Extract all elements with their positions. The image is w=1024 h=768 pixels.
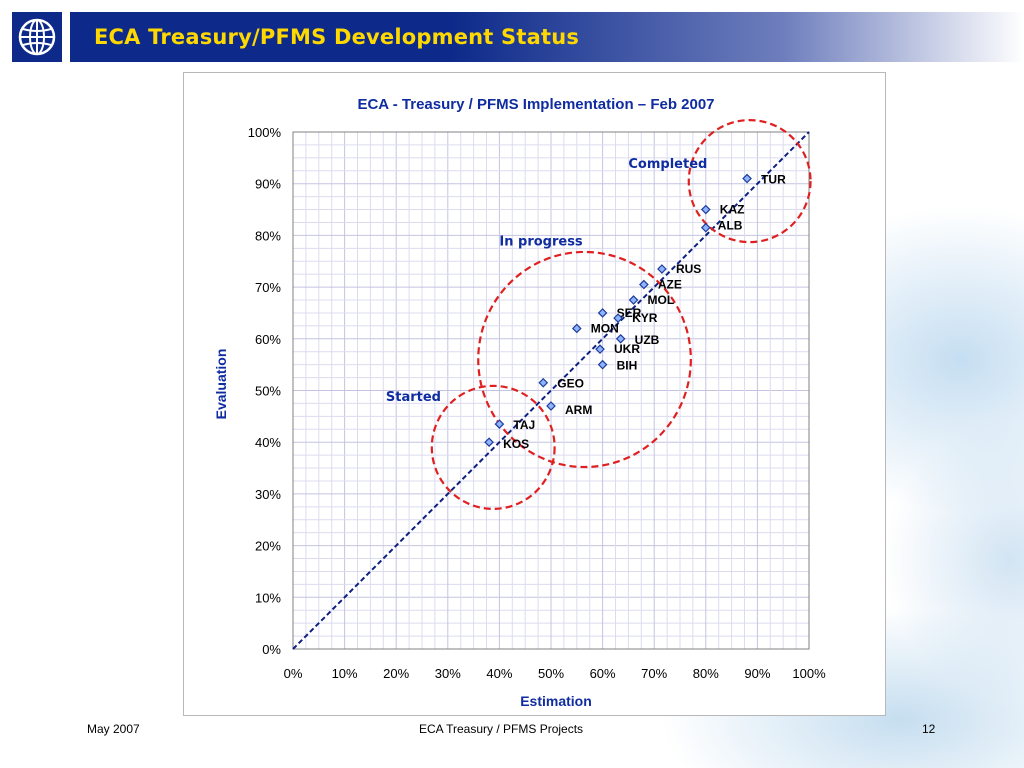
data-point-marker: [700, 222, 711, 233]
y-tick-label: 40%: [255, 435, 281, 450]
completed-annotation: Completed: [628, 157, 707, 172]
data-point-label: MOL: [648, 293, 675, 307]
data-point-marker: [742, 173, 752, 184]
data-point-label: KYR: [632, 311, 658, 325]
slide-header: ECA Treasury/PFMS Development Status: [0, 0, 1024, 64]
data-point-marker: [700, 204, 711, 215]
data-point-marker: [597, 308, 608, 318]
data-point-label: BIH: [617, 359, 638, 373]
data-point-marker: [628, 295, 639, 305]
data-point-label: KOS: [503, 437, 529, 451]
y-tick-label: 90%: [255, 177, 281, 192]
footer-date: May 2007: [87, 722, 140, 736]
data-point-label: ALB: [718, 219, 743, 233]
footer-title: ECA Treasury / PFMS Projects: [419, 722, 584, 736]
page-number: 12: [922, 722, 936, 736]
x-tick-label: 90%: [744, 666, 770, 681]
y-tick-label: 10%: [255, 590, 281, 605]
y-tick-label: 80%: [255, 228, 281, 243]
data-point-marker: [571, 323, 582, 334]
data-point-marker: [538, 377, 549, 388]
data-point-label: AZE: [658, 278, 682, 292]
x-tick-label: 70%: [641, 666, 667, 681]
plot-border: [292, 131, 810, 650]
data-point-marker: [484, 437, 494, 448]
x-tick-label: 50%: [538, 666, 564, 681]
slide-title: ECA Treasury/PFMS Development Status: [94, 25, 580, 49]
data-point-marker: [597, 359, 608, 370]
x-tick-label: 60%: [590, 666, 616, 681]
data-point-label: ARM: [565, 403, 592, 417]
reference-line: [292, 131, 810, 650]
chart-title: ECA - Treasury / PFMS Implementation – F…: [357, 96, 714, 113]
x-tick-label: 100%: [792, 666, 826, 681]
title-bar: ECA Treasury/PFMS Development Status: [70, 12, 1024, 62]
y-tick-label: 0%: [262, 642, 281, 657]
x-tick-label: 10%: [332, 666, 358, 681]
data-point-marker: [494, 419, 505, 429]
scatter-chart: ECA - Treasury / PFMS Implementation – F…: [213, 96, 826, 709]
in-progress-annotation: In progress: [499, 235, 583, 250]
data-point-label: UKR: [614, 342, 640, 356]
data-point-label: RUS: [676, 262, 701, 276]
data-point-label: SER: [617, 306, 642, 320]
x-axis-title: Estimation: [520, 693, 592, 709]
y-tick-label: 100%: [248, 125, 282, 140]
diagonal-reference-line: [292, 131, 810, 650]
data-point-label: MON: [591, 321, 619, 335]
data-point-marker: [615, 333, 626, 344]
y-tick-label: 20%: [255, 539, 281, 554]
data-point-marker: [657, 264, 667, 274]
data-point-label: TUR: [761, 173, 786, 187]
data-point-marker: [595, 344, 605, 354]
data-point-marker: [546, 401, 556, 411]
data-point-marker: [613, 313, 623, 323]
y-axis-title: Evaluation: [213, 349, 229, 420]
data-point-marker: [639, 279, 649, 290]
axis-ticks: 0% 10% 20% 30% 40% 50% 60% 70% 80% 90% 100% 0% 10% 20…: [248, 125, 826, 681]
y-tick-label: 60%: [255, 332, 281, 347]
x-tick-label: 80%: [693, 666, 719, 681]
in-progress-circle: [477, 250, 692, 469]
y-tick-label: 70%: [255, 280, 281, 295]
data-point-label: UZB: [635, 333, 660, 347]
data-point-label: TAJ: [513, 418, 535, 432]
data-point-label: KAZ: [720, 203, 745, 217]
globe-icon: [18, 18, 56, 56]
x-tick-label: 30%: [435, 666, 461, 681]
chart-frame: ECA - Treasury / PFMS Implementation – F…: [183, 72, 886, 716]
y-tick-label: 30%: [255, 487, 281, 502]
x-tick-label: 40%: [486, 666, 512, 681]
group-annotations: Completed In progress Started: [386, 157, 707, 405]
data-point-label: GEO: [557, 377, 584, 391]
world-bank-logo: [12, 12, 62, 62]
x-tick-label: 0%: [284, 666, 303, 681]
started-annotation: Started: [386, 390, 441, 405]
started-circle: [430, 384, 556, 510]
y-tick-label: 50%: [255, 384, 281, 399]
x-tick-label: 20%: [383, 666, 409, 681]
